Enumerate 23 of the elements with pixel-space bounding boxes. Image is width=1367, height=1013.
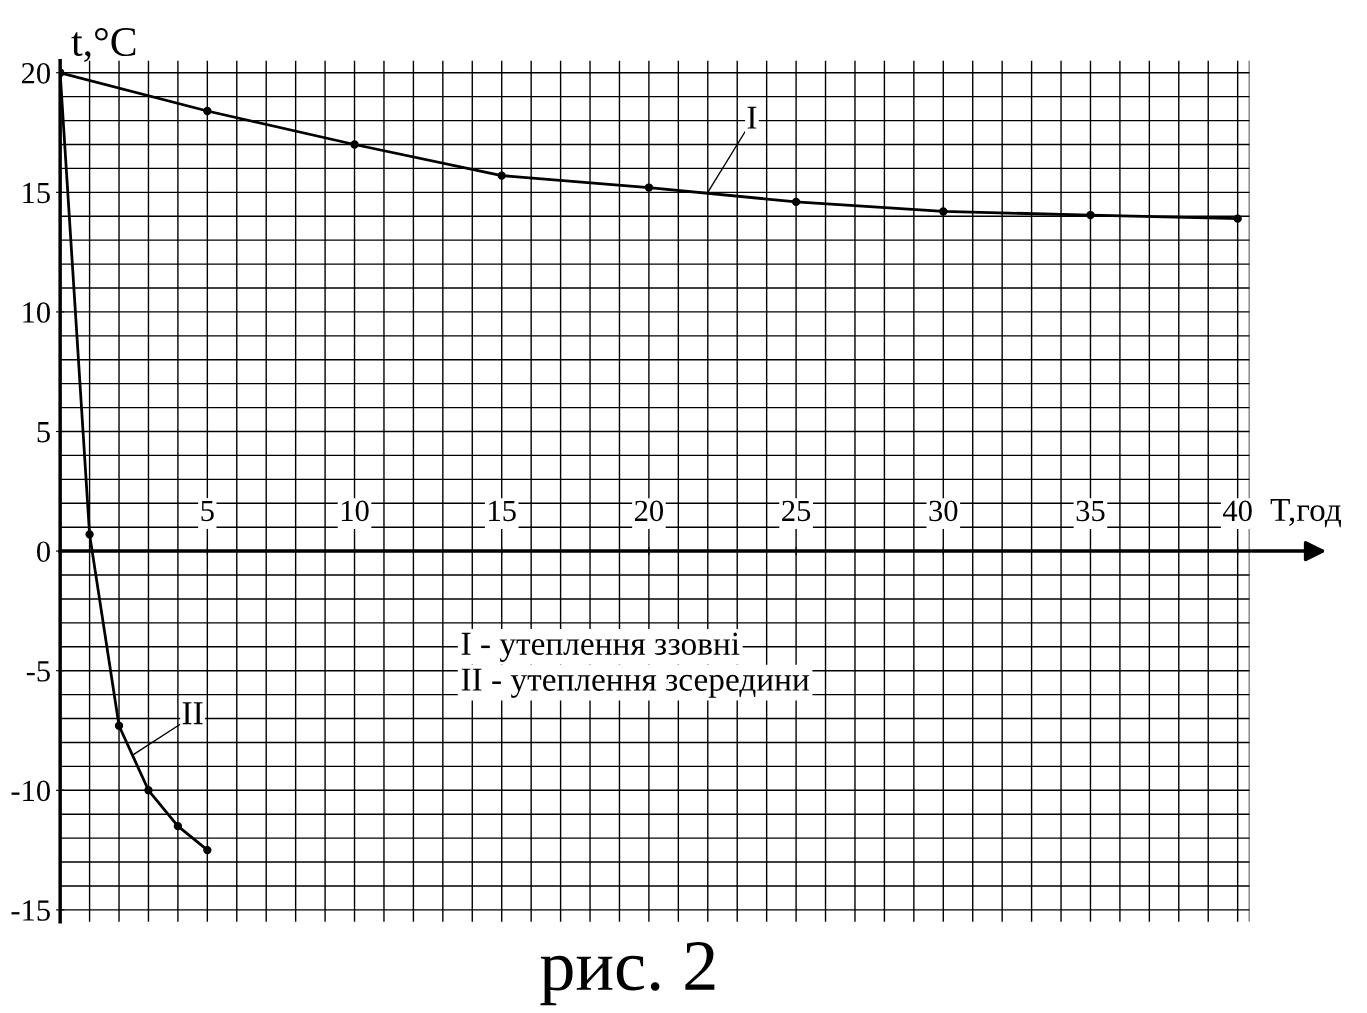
text: рис. 2 bbox=[540, 942, 715, 1006]
x-tick-label: 20 bbox=[634, 500, 664, 522]
annotation: I - утеплення ззовні bbox=[461, 632, 740, 662]
y-tick-label: -15 bbox=[11, 900, 50, 921]
text: I bbox=[747, 106, 757, 129]
x-axis-title: T,год bbox=[1270, 499, 1342, 528]
y-tick-label: 10 bbox=[23, 302, 50, 323]
x-tick-label: 40 bbox=[1222, 500, 1252, 522]
y-tick-label: 5 bbox=[37, 422, 50, 443]
x-tick-label: 25 bbox=[782, 500, 811, 522]
y-tick-label: -10 bbox=[11, 780, 50, 802]
y-tick-label: 0 bbox=[37, 541, 50, 562]
x-tick-label: 5 bbox=[201, 500, 214, 522]
x-tick-label: 30 bbox=[929, 500, 958, 522]
y-axis-title: t,°C bbox=[71, 27, 136, 63]
annotation: II - утеплення зсередини bbox=[461, 668, 809, 698]
x-tick-label: 35 bbox=[1076, 500, 1105, 522]
x-tick-label: 15 bbox=[489, 500, 516, 522]
x-tick-label: 10 bbox=[341, 500, 369, 522]
y-tick-label: -5 bbox=[26, 661, 50, 682]
series-label: II bbox=[182, 702, 203, 725]
y-tick-label: 20 bbox=[21, 63, 50, 84]
y-tick-label: 15 bbox=[23, 182, 50, 204]
